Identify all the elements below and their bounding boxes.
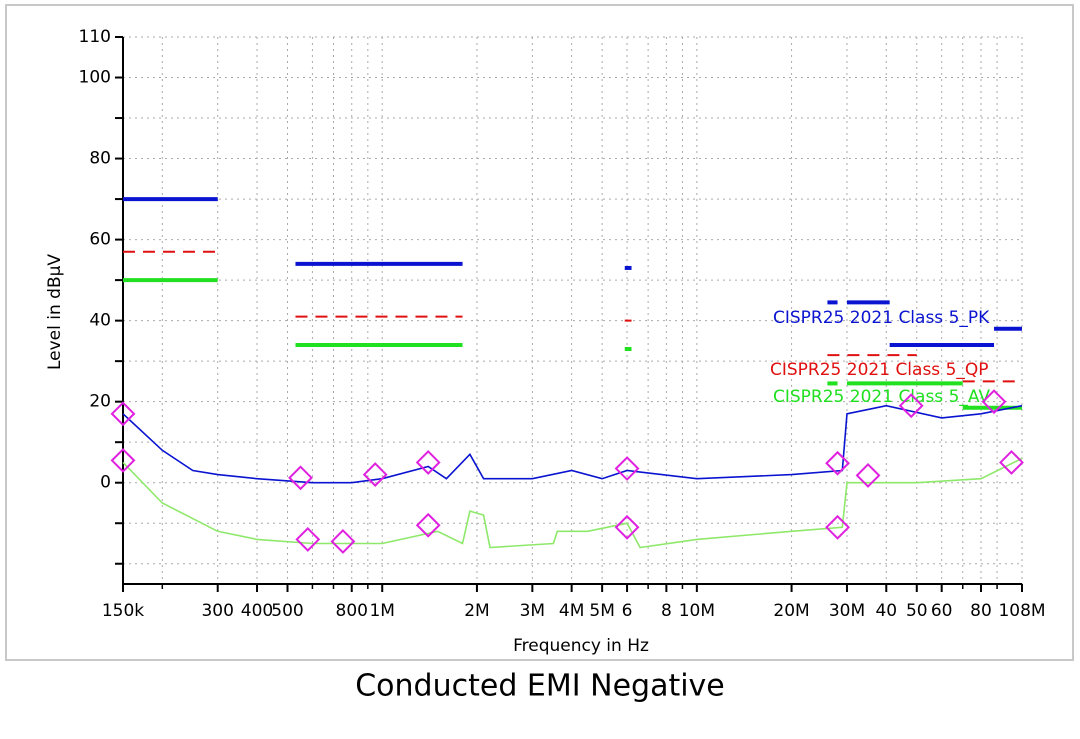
y-tick-label: 20 (89, 392, 111, 412)
marker (614, 456, 640, 481)
legend-label: CISPR25 2021 Class 5_QP (770, 360, 989, 380)
x-tick-label: 20M (773, 601, 809, 621)
y-tick-label: 0 (100, 473, 111, 493)
x-tick-label: 2M (464, 601, 489, 621)
x-tick-label: 3M (520, 601, 545, 621)
marker (415, 512, 441, 538)
x-tick-label: 6 (622, 601, 633, 621)
marker (614, 514, 640, 540)
series-line (122, 457, 1023, 549)
y-tick-label: 60 (89, 230, 111, 250)
x-tick-label: 30M (829, 601, 865, 621)
x-tick-label: 400 (241, 601, 273, 621)
x-tick-label: 5M (589, 601, 614, 621)
y-tick-label: 40 (89, 311, 111, 331)
y-tick-label: 110 (79, 27, 111, 47)
x-tick-label: 108M (998, 601, 1045, 621)
marker (295, 527, 321, 552)
marker (288, 465, 313, 491)
x-tick-label: 40 (875, 601, 897, 621)
marker (330, 529, 356, 554)
x-tick-label: 300 (201, 601, 233, 621)
x-tick-label: 60 (931, 601, 953, 621)
marker (110, 401, 136, 427)
x-tick-label: 10M (679, 601, 715, 621)
x-tick-label: 800 (336, 601, 368, 621)
marker (855, 462, 881, 488)
marker (898, 393, 924, 419)
x-tick-label: 4M (559, 601, 584, 621)
x-tick-label: 500 (271, 601, 303, 621)
x-tick-label: 1M (369, 601, 394, 621)
chart-frame (5, 4, 1074, 661)
series-line (122, 404, 1023, 484)
marker (110, 448, 136, 473)
y-axis-label: Level in dBµV (45, 254, 65, 370)
x-tick-label: 50 (906, 601, 928, 621)
marker (825, 450, 850, 476)
legend-label: CISPR25 2021 Class 5_PK (773, 308, 990, 328)
x-tick-label: 8 (661, 601, 672, 621)
chart-title: Conducted EMI Negative (355, 669, 725, 704)
x-tick-label: 80 (970, 601, 992, 621)
marker (362, 462, 388, 488)
marker (825, 514, 850, 540)
marker (415, 450, 441, 475)
marker (999, 450, 1024, 475)
marker (981, 389, 1007, 415)
x-axis-label: Frequency in Hz (513, 636, 649, 656)
y-tick-label: 100 (79, 68, 111, 88)
legend-label: CISPR25 2021 Class 5_AV (773, 387, 990, 407)
y-tick-label: 80 (89, 149, 111, 169)
x-tick-label: 150k (102, 601, 144, 621)
